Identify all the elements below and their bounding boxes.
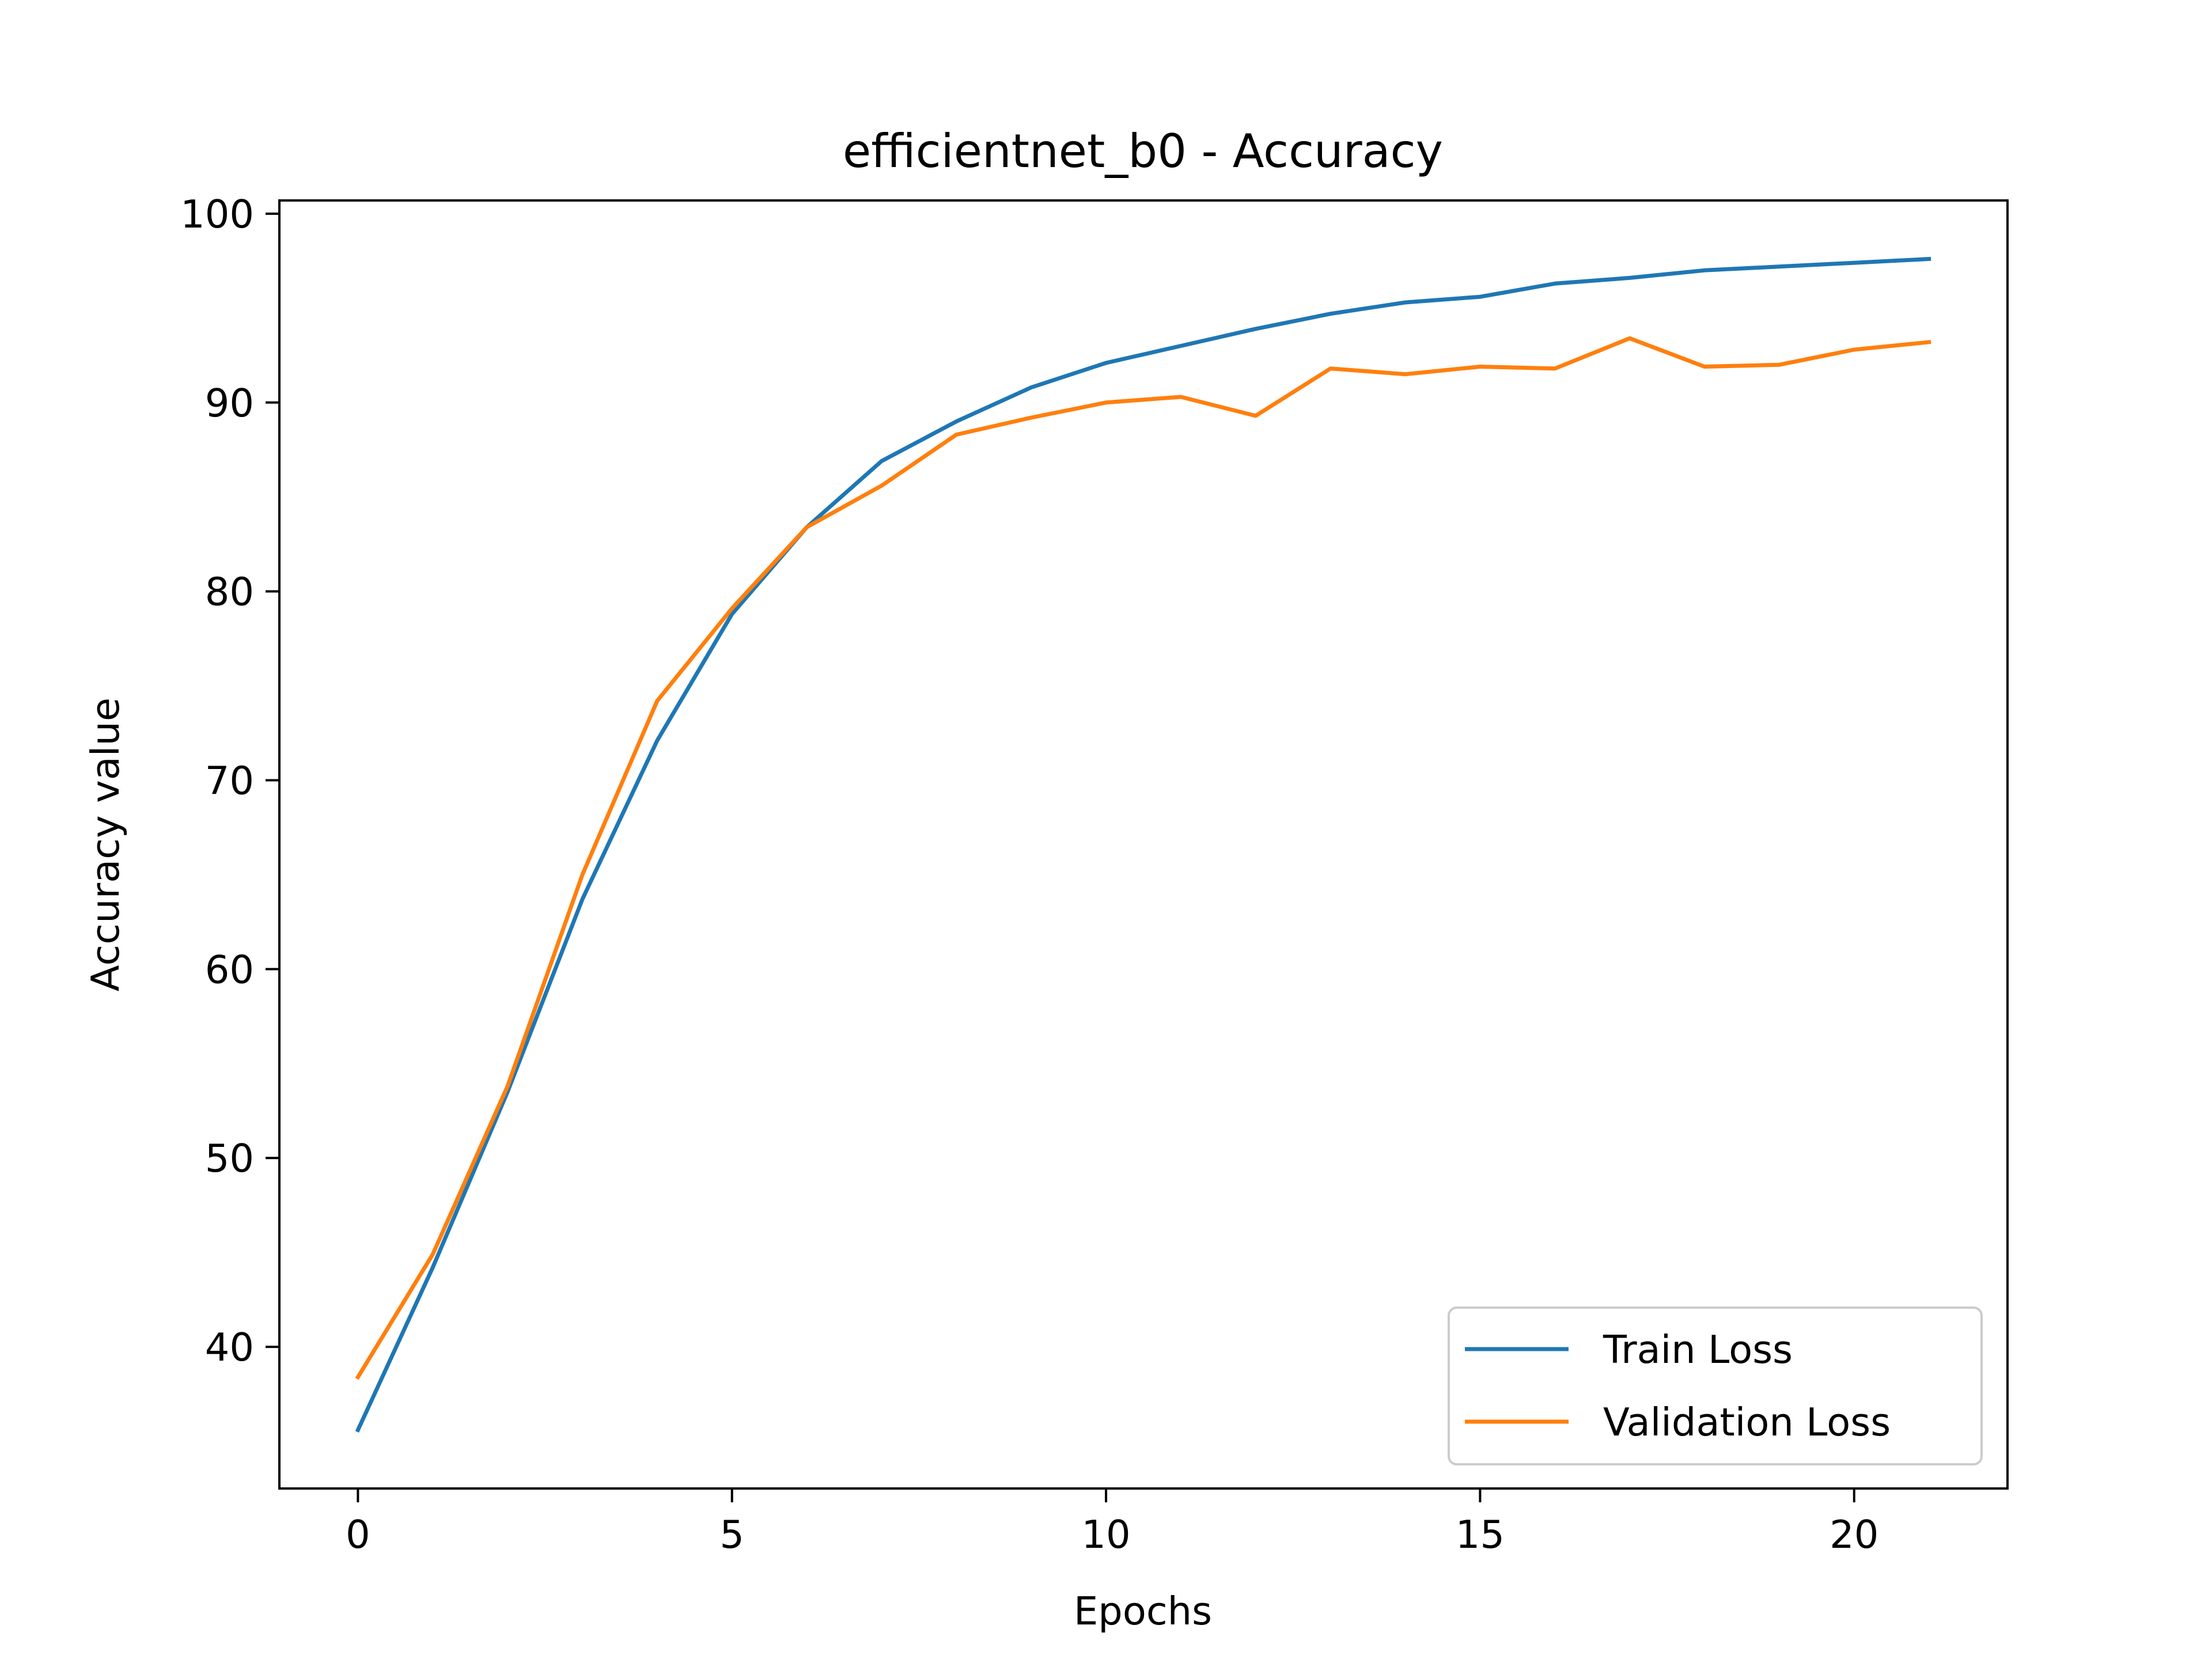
y-tick-label-60: 60 — [205, 947, 254, 992]
legend: Train Loss Validation Loss — [1448, 1306, 1983, 1465]
x-tick-label-10: 10 — [1081, 1512, 1130, 1557]
y-tick-label-90: 90 — [205, 381, 254, 426]
legend-box — [1448, 1306, 1983, 1465]
y-tick-label-70: 70 — [205, 759, 254, 804]
plot-frame — [278, 199, 2009, 1490]
x-tick-label-20: 20 — [1830, 1512, 1878, 1557]
series-line-validation-loss — [355, 336, 1931, 1380]
x-axis-ticks: 0 5 10 15 20 — [346, 1488, 1878, 1557]
y-axis-ticks: 40 50 60 70 80 90 100 — [180, 192, 279, 1370]
y-tick-label-50: 50 — [205, 1136, 254, 1181]
x-tick-label-0: 0 — [346, 1512, 370, 1557]
series-line-train-loss — [355, 256, 1931, 1433]
plot-lines — [355, 256, 1931, 1433]
x-tick-label-5: 5 — [719, 1512, 744, 1557]
legend-label-train-loss: Train Loss — [1603, 1327, 1793, 1372]
y-axis-label: Accuracy value — [83, 698, 128, 991]
y-tick-label-80: 80 — [205, 570, 254, 615]
legend-label-validation-loss: Validation Loss — [1603, 1400, 1891, 1445]
x-tick-label-15: 15 — [1456, 1512, 1505, 1557]
y-tick-label-40: 40 — [205, 1325, 254, 1370]
chart-title: efficientnet_b0 - Accuracy — [843, 124, 1443, 178]
y-tick-label-100: 100 — [180, 192, 254, 237]
x-axis-label: Epochs — [1074, 1589, 1212, 1634]
